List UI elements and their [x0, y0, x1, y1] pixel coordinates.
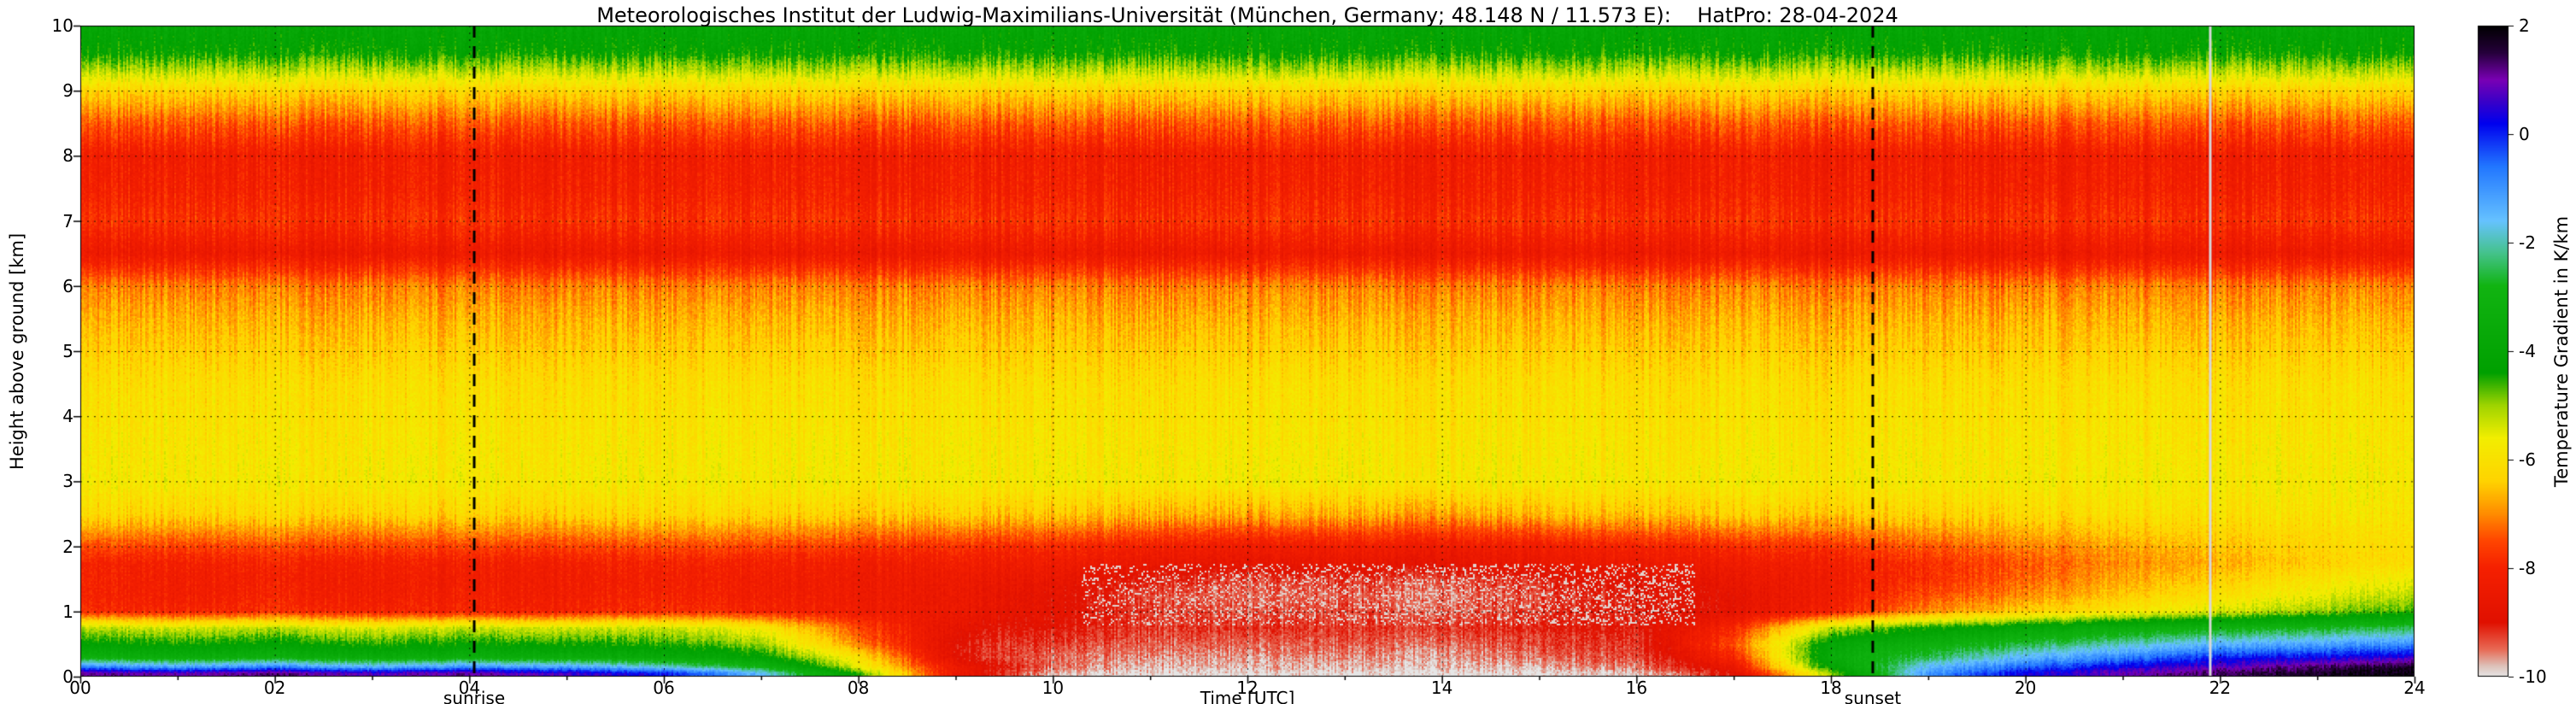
y-tick-label: 9: [62, 80, 73, 102]
page-title: Meteorologisches Institut der Ludwig-Max…: [596, 3, 1898, 27]
colorbar-tick-label: -6: [2519, 449, 2536, 470]
colorbar-tick-label: -10: [2519, 666, 2547, 687]
sunset-annotation-label: sunset: [1844, 688, 1902, 704]
y-tick-label: 4: [62, 406, 73, 427]
colorbar-tick-label: -2: [2519, 232, 2536, 253]
x-tick-label: 12: [1236, 678, 1259, 698]
x-tick-label: 20: [2014, 678, 2037, 698]
y-tick-label: 2: [62, 536, 73, 557]
y-tick-label: 5: [62, 341, 73, 361]
colorbar-label: Temperature Gradient in K/km: [2551, 215, 2572, 487]
y-tick-label: 0: [62, 666, 73, 687]
x-tick-label: 14: [1430, 678, 1453, 698]
x-tick-label: 10: [1042, 678, 1065, 698]
x-tick-label: 16: [1625, 678, 1648, 698]
x-tick-label: 06: [653, 678, 675, 698]
y-tick-label: 7: [62, 210, 73, 232]
x-tick-label: 08: [847, 678, 870, 698]
colorbar-tick-label: -8: [2519, 558, 2536, 578]
x-tick-label: 04: [458, 678, 481, 698]
y-tick-label: 8: [62, 145, 73, 167]
y-tick-label: 1: [62, 601, 73, 622]
x-axis-label: Time [UTC]: [1200, 688, 1295, 704]
sunrise-annotation-label: sunrise: [443, 688, 506, 704]
colorbar-tick-label: 2: [2519, 15, 2530, 36]
x-tick-label: 02: [263, 678, 286, 698]
x-tick-label: 22: [2209, 678, 2232, 698]
x-tick-label: 24: [2403, 678, 2426, 698]
colorbar-tick-label: 0: [2519, 124, 2530, 144]
y-tick-label: 3: [62, 471, 73, 492]
y-tick-label: 6: [62, 275, 73, 296]
x-tick-label: 00: [69, 678, 91, 698]
colorbar-tick-label: -4: [2519, 341, 2536, 361]
x-tick-label: 18: [1820, 678, 1842, 698]
y-tick-label: 10: [51, 15, 73, 36]
